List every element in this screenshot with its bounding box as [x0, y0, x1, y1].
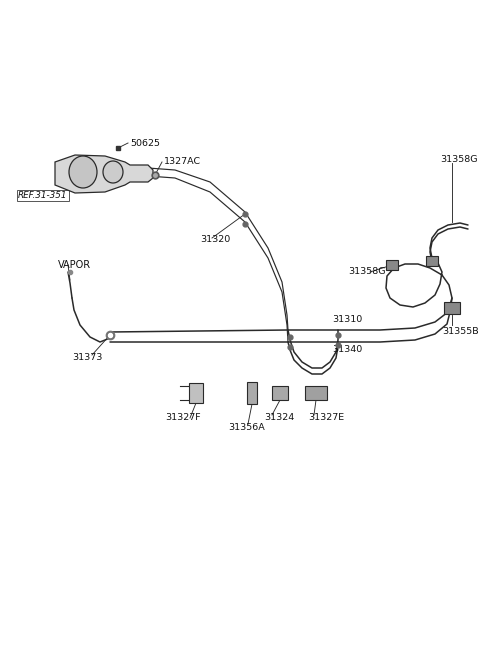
Text: REF.31-351: REF.31-351 — [18, 191, 68, 200]
Bar — [426, 256, 438, 266]
Bar — [386, 260, 398, 270]
Text: 31310: 31310 — [332, 316, 362, 325]
Bar — [444, 302, 460, 314]
Text: VAPOR: VAPOR — [58, 260, 91, 270]
Text: 31320: 31320 — [200, 236, 230, 245]
Text: 31373: 31373 — [72, 354, 102, 363]
Ellipse shape — [69, 156, 97, 188]
Bar — [272, 386, 288, 400]
Text: 1327AC: 1327AC — [164, 157, 201, 167]
Text: 31356A: 31356A — [228, 424, 265, 432]
Text: 31355B: 31355B — [442, 327, 479, 337]
Polygon shape — [55, 155, 153, 193]
Text: 31340: 31340 — [332, 346, 362, 354]
Text: 31358G: 31358G — [348, 268, 385, 276]
Text: 31358G: 31358G — [440, 155, 478, 165]
Text: 50625: 50625 — [130, 138, 160, 148]
Bar — [189, 383, 203, 403]
Bar — [247, 382, 257, 404]
Text: 31324: 31324 — [264, 413, 294, 422]
Ellipse shape — [103, 161, 123, 183]
Text: 31327F: 31327F — [165, 413, 201, 422]
Bar — [305, 386, 327, 400]
Text: 31327E: 31327E — [308, 413, 344, 422]
